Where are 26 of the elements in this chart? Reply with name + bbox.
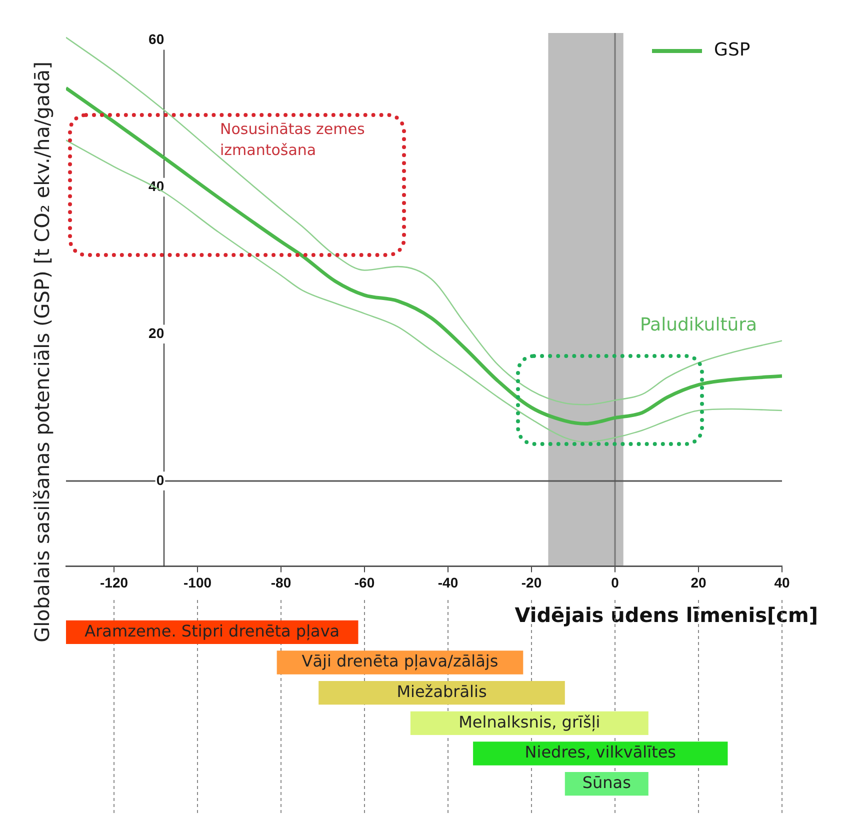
- y-tick-label: Vāji drenēta pļava/zālājs: [302, 652, 498, 671]
- x-tick-label: -40: [438, 574, 458, 590]
- y-tick-label: 0: [156, 472, 164, 488]
- annotation: Nosusinātas zemes izmantošana: [220, 120, 365, 159]
- y-tick-label: Sūnas: [582, 772, 631, 792]
- x-tick-label: 40: [774, 574, 790, 590]
- x-tick-label: -80: [270, 574, 292, 590]
- x-tick-label: -120: [100, 574, 128, 590]
- y-tick-label: Miežabrālis: [396, 682, 487, 701]
- x-tick-label: 0: [611, 574, 620, 590]
- line-series: [66, 140, 782, 443]
- x-tick-label: -100: [183, 574, 212, 590]
- legend-label: GSP: [714, 40, 750, 61]
- y-tick-label: Melnalksnis, grīšļi: [458, 712, 600, 732]
- x-axis-title: Vidējais ūdens līmenis[cm]: [514, 603, 818, 628]
- y-tick-label: 60: [148, 31, 164, 48]
- y-tick-label: Niedres, vilkvālītes: [524, 742, 676, 762]
- annotation: Paludikultūra: [640, 314, 758, 336]
- line-series: [66, 86, 782, 426]
- y-axis-title: Globalais sasilšanas potenciāls (GSP) [t CO₂ ekv./ha/gadā]: [30, 62, 54, 642]
- x-tick-label: -20: [521, 574, 542, 590]
- x-tick-label: -60: [354, 574, 375, 590]
- x-tick-label: 20: [690, 574, 706, 590]
- y-tick-label: Aramzeme. Stipri drenēta pļava: [84, 621, 340, 640]
- y-tick-label: 20: [148, 324, 164, 341]
- bar: [318, 681, 565, 705]
